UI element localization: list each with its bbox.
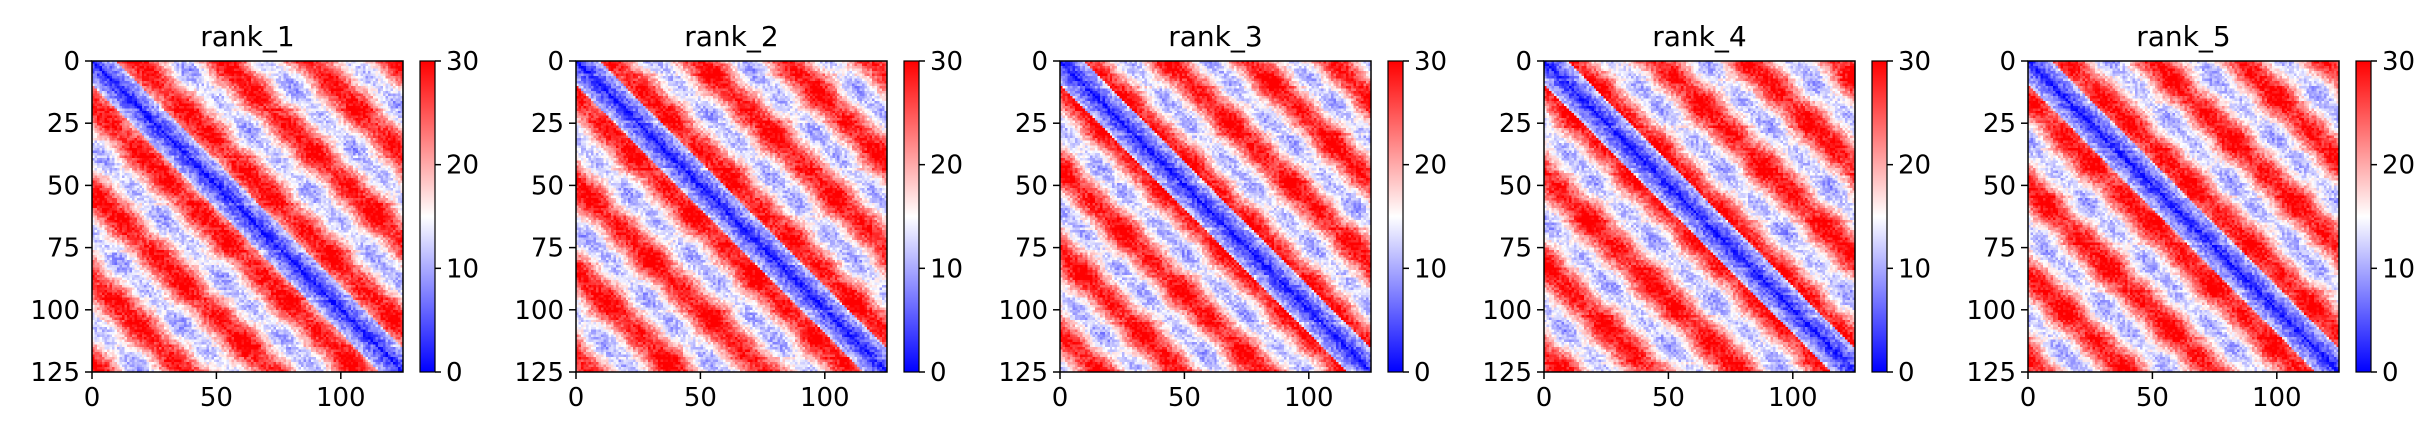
heatmap-image [92, 61, 403, 372]
colorbar-tick-label: 10 [1898, 254, 1931, 284]
y-tick-label: 75 [1983, 234, 2016, 264]
colorbar [419, 60, 436, 373]
axes-frame [1059, 60, 1372, 373]
y-tick-label: 50 [47, 171, 80, 201]
y-tick-label: 0 [1999, 47, 2016, 77]
y-tick-label: 100 [30, 296, 80, 326]
y-tick-label: 100 [1966, 296, 2016, 326]
colorbar [1387, 60, 1404, 373]
x-tick-label: 0 [1052, 383, 1069, 413]
y-tick-label: 75 [47, 234, 80, 264]
colorbar-tick-label: 0 [1414, 358, 1431, 388]
axes-frame [2027, 60, 2340, 373]
heatmap-image [2028, 61, 2339, 372]
y-tick-label: 100 [998, 296, 1048, 326]
y-tick-label: 125 [1482, 358, 1532, 388]
axes-frame [1543, 60, 1856, 373]
colorbar-tick-label: 10 [2382, 254, 2415, 284]
x-tick-label: 0 [84, 383, 101, 413]
axes-frame [575, 60, 888, 373]
x-tick-label: 100 [1768, 383, 1818, 413]
axes-frame [91, 60, 404, 373]
y-tick-label: 0 [1515, 47, 1532, 77]
y-tick-label: 25 [47, 109, 80, 139]
x-tick-label: 100 [316, 383, 366, 413]
x-tick-label: 50 [1652, 383, 1685, 413]
panel-title: rank_2 [684, 20, 778, 53]
y-tick-label: 75 [531, 234, 564, 264]
x-tick-label: 0 [568, 383, 585, 413]
x-tick-label: 0 [1536, 383, 1553, 413]
y-tick-label: 100 [514, 296, 564, 326]
colorbar-tick-label: 20 [2382, 151, 2415, 181]
x-tick-label: 100 [2252, 383, 2302, 413]
y-tick-label: 75 [1499, 234, 1532, 264]
y-tick-label: 25 [1499, 109, 1532, 139]
colorbar-tick-label: 20 [930, 151, 963, 181]
y-tick-label: 125 [998, 358, 1048, 388]
y-tick-label: 50 [1015, 171, 1048, 201]
y-tick-label: 0 [63, 47, 80, 77]
colorbar-tick-label: 0 [446, 358, 463, 388]
y-tick-label: 125 [1966, 358, 2016, 388]
x-tick-label: 50 [2136, 383, 2169, 413]
y-tick-label: 125 [514, 358, 564, 388]
y-tick-label: 25 [531, 109, 564, 139]
colorbar-tick-label: 0 [2382, 358, 2399, 388]
colorbar-tick-label: 0 [1898, 358, 1915, 388]
colorbar-tick-label: 10 [930, 254, 963, 284]
panel-title: rank_4 [1652, 20, 1746, 53]
panel-title: rank_5 [2136, 20, 2230, 53]
y-tick-label: 25 [1015, 109, 1048, 139]
heatmap-image [1544, 61, 1855, 372]
colorbar-tick-label: 0 [930, 358, 947, 388]
colorbar-tick-label: 20 [446, 151, 479, 181]
colorbar-tick-label: 30 [930, 47, 963, 77]
colorbar [1871, 60, 1888, 373]
colorbar-tick-label: 20 [1414, 151, 1447, 181]
colorbar-tick-label: 30 [1414, 47, 1447, 77]
colorbar-tick-label: 10 [1414, 254, 1447, 284]
y-tick-label: 100 [1482, 296, 1532, 326]
x-tick-label: 100 [800, 383, 850, 413]
colorbar [2355, 60, 2372, 373]
x-tick-label: 50 [1168, 383, 1201, 413]
colorbar-tick-label: 10 [446, 254, 479, 284]
y-tick-label: 50 [531, 171, 564, 201]
y-tick-label: 50 [1499, 171, 1532, 201]
x-tick-label: 0 [2020, 383, 2037, 413]
heatmap-image [1060, 61, 1371, 372]
x-tick-label: 50 [684, 383, 717, 413]
y-tick-label: 50 [1983, 171, 2016, 201]
colorbar [903, 60, 920, 373]
panel-title: rank_1 [200, 20, 294, 53]
heatmap-image [576, 61, 887, 372]
colorbar-tick-label: 20 [1898, 151, 1931, 181]
y-tick-label: 0 [547, 47, 564, 77]
y-tick-label: 0 [1031, 47, 1048, 77]
y-tick-label: 125 [30, 358, 80, 388]
panel-title: rank_3 [1168, 20, 1262, 53]
x-tick-label: 100 [1284, 383, 1334, 413]
y-tick-label: 75 [1015, 234, 1048, 264]
colorbar-tick-label: 30 [2382, 47, 2415, 77]
colorbar-tick-label: 30 [1898, 47, 1931, 77]
y-tick-label: 25 [1983, 109, 2016, 139]
x-tick-label: 50 [200, 383, 233, 413]
colorbar-tick-label: 30 [446, 47, 479, 77]
